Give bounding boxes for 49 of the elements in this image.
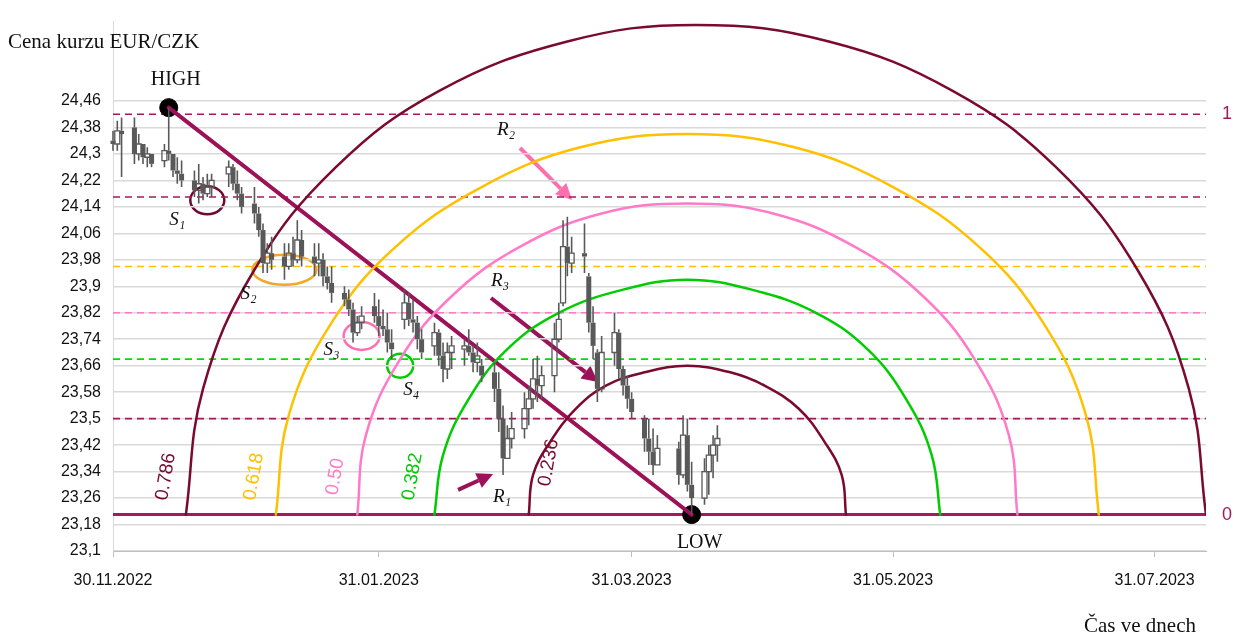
y-tick-label: 23,18 [60,514,102,532]
y-tick-label: 23,82 [60,303,102,321]
annotation: LOW [676,529,723,552]
y-tick-label: 24,14 [60,197,102,215]
annotation: S₁ [169,208,186,230]
y-tick-label: 24,22 [60,170,102,188]
text: 0.382 [396,451,426,502]
annotation: S₄ [403,377,420,399]
x-tick-label: 31.07.2023 [1114,571,1195,589]
x-tick-label: 31.05.2023 [853,571,934,589]
y-tick-label: 23,58 [60,382,102,400]
y-tick-label: 24,3 [69,144,102,162]
text: 0.786 [150,451,180,502]
y-tick-label: 24,46 [60,91,102,109]
candlestick [329,265,335,304]
candlestick [225,159,232,188]
y-tick-label: 23,9 [69,276,102,294]
text: 0.618 [238,451,268,502]
x-tick-label: 31.01.2023 [338,571,419,589]
annotation: 1 [1222,103,1233,124]
text: 0.50 [320,456,348,497]
annotation: R₂ [495,118,516,139]
y-tick-label: 23,1 [69,541,102,559]
y-tick-label: 23,66 [60,356,102,374]
candlestick [179,159,185,188]
x-tick-label: 31.03.2023 [591,571,672,589]
candlestick [559,219,567,307]
annotation: 0 [1222,503,1233,524]
candlestick [581,222,587,274]
y-tick-label: 23,98 [60,250,102,268]
annotation: R₁ [491,484,512,506]
x-axis-title: Čas ve dnech [1084,612,1197,637]
line-series [527,364,848,516]
candlestick [294,219,301,264]
y-axis-title: Cena kurzu EUR/CZK [8,28,200,53]
y-tick-label: 23,34 [60,462,102,479]
annotation: HIGH [150,66,201,89]
annotation: S₃ [323,337,340,359]
y-tick-label: 24,38 [60,117,102,135]
y-tick-label: 23,5 [69,409,102,427]
candlestick [401,288,408,331]
y-tick-label: 23,26 [60,488,102,506]
candlestick [174,156,180,185]
y-tick-label: 23,42 [60,435,102,453]
y-tick-label: 24,06 [60,223,102,241]
annotation: S₂ [240,281,257,303]
annotation: R₃ [489,269,510,290]
x-tick-label: 30.11.2022 [73,571,153,589]
y-tick-label: 23,74 [60,329,102,347]
